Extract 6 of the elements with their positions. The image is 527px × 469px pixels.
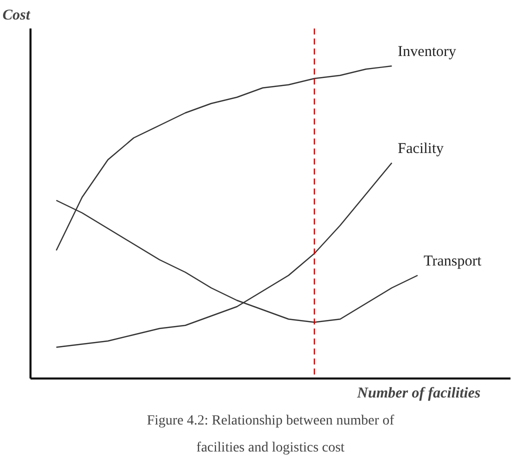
series-label: Facility <box>398 140 444 157</box>
series-label: Transport <box>424 253 482 270</box>
y-axis-title: Cost <box>2 8 31 24</box>
x-axis-title: Number of facilities <box>356 386 481 402</box>
series-label: Inventory <box>398 44 457 60</box>
caption: Figure 4.2: Relationship between number of facilities and logistics cost <box>146 414 394 456</box>
